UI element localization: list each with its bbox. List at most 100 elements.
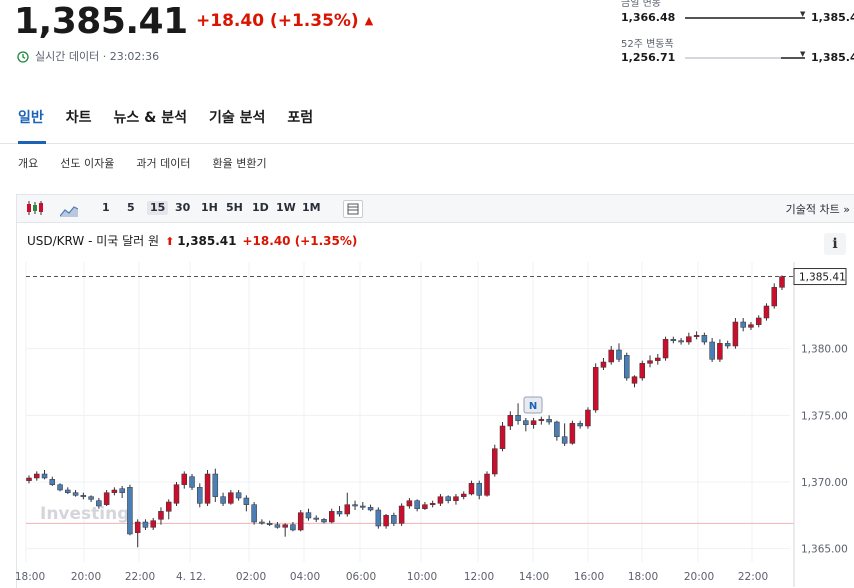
week52-range-marker-icon: ▼ xyxy=(800,50,806,58)
candle-body xyxy=(305,512,312,519)
candle-body xyxy=(367,507,374,511)
candle-body xyxy=(181,473,188,485)
candle-body xyxy=(282,524,288,528)
watermark: Investing xyxy=(40,504,129,524)
candle-body xyxy=(197,487,203,504)
sub-tabs: 개요 선도 이자율 과거 데이터 환율 변환기 xyxy=(18,157,289,171)
candle-body xyxy=(546,419,552,423)
candle-body xyxy=(212,473,219,497)
area-chart-type-icon[interactable] xyxy=(59,202,79,221)
interval-1d[interactable]: 1D xyxy=(252,201,269,214)
candle-body xyxy=(158,511,164,520)
x-tick-label: 22:00 xyxy=(738,571,768,583)
candle-body xyxy=(34,473,40,479)
candle-body xyxy=(445,496,451,501)
tab-2[interactable]: 뉴스 & 분석 xyxy=(113,110,188,126)
realtime-label: 실시간 데이터 · 23:02:36 xyxy=(35,50,160,63)
candle-body xyxy=(686,336,692,343)
week52-range-fill xyxy=(781,57,805,59)
candle-body xyxy=(189,476,195,488)
candle-body xyxy=(251,504,257,523)
up-arrow-icon: ▲ xyxy=(364,14,374,27)
tab-0[interactable]: 일반 xyxy=(18,110,44,126)
interval-1[interactable]: 1 xyxy=(102,201,110,214)
candle-body xyxy=(103,492,110,505)
candle-body xyxy=(134,521,141,533)
candle-body xyxy=(259,521,265,524)
candle-body xyxy=(344,504,351,515)
candle-body xyxy=(297,512,304,531)
price-value: 1,385.41 xyxy=(14,1,188,42)
realtime-row: 실시간 데이터 · 23:02:36 xyxy=(17,50,159,64)
news-marker xyxy=(523,396,543,414)
candle-body xyxy=(717,343,723,360)
legend-change: +18.40 (+1.35%) xyxy=(242,234,358,248)
interval-1w[interactable]: 1W xyxy=(276,201,296,214)
info-button[interactable]: i xyxy=(824,233,846,255)
interval-5[interactable]: 5 xyxy=(127,201,135,214)
x-tick-label: 02:00 xyxy=(236,571,266,583)
candle-body xyxy=(26,477,32,481)
candle-body xyxy=(554,421,560,437)
tab-1[interactable]: 차트 xyxy=(65,110,92,126)
active-tab-underline xyxy=(18,141,46,144)
tab-4[interactable]: 포럼 xyxy=(287,110,314,126)
legend-symbol: USD/KRW - 미국 달러 원 xyxy=(27,234,160,248)
sub-tab-1[interactable]: 선도 이자율 xyxy=(60,157,115,170)
candle-body xyxy=(639,363,646,379)
candle-body xyxy=(701,335,708,343)
candle-body xyxy=(631,376,638,384)
candle-body xyxy=(313,517,319,520)
candle-body xyxy=(266,523,273,525)
chart-toolbar xyxy=(17,195,854,223)
candle-body xyxy=(709,341,715,360)
candle-body xyxy=(41,473,48,479)
interval-5h[interactable]: 5H xyxy=(226,201,243,214)
last-price-box xyxy=(793,268,847,286)
week52-range-label: 52주 변동폭 xyxy=(621,39,674,50)
candle-body xyxy=(763,305,770,319)
x-tick-label: 20:00 xyxy=(71,571,101,583)
candle-body xyxy=(460,493,467,497)
candle-body xyxy=(336,511,343,515)
day-range-marker-icon: ▼ xyxy=(800,10,806,18)
chart-widget xyxy=(16,194,854,588)
technical-chart-link[interactable]: 기술적 차트 » xyxy=(785,203,850,216)
x-tick-label: 06:00 xyxy=(346,571,376,583)
candle-body xyxy=(771,287,777,307)
day-range-low: 1,366.48 xyxy=(621,11,676,24)
candle-body xyxy=(391,515,397,524)
candle-body xyxy=(530,420,537,425)
candle-body xyxy=(142,521,149,528)
sub-tab-0[interactable]: 개요 xyxy=(18,157,39,170)
chart-legend: USD/KRW - 미국 달러 원 ⬆ 1,385.41 +18.40 (+1.… xyxy=(27,234,357,249)
candle-body xyxy=(662,339,669,359)
candle-body xyxy=(515,415,521,421)
interval-15[interactable]: 15 xyxy=(147,201,169,215)
tab-3[interactable]: 기술 분석 xyxy=(209,110,266,126)
candle-body xyxy=(383,515,389,527)
candlestick-type-icon[interactable] xyxy=(25,200,45,220)
interval-30[interactable]: 30 xyxy=(175,201,191,214)
y-tick-label: 1,375.00 xyxy=(801,410,848,422)
x-tick-label: 16:00 xyxy=(574,571,604,583)
table-view-icon[interactable] xyxy=(343,200,363,218)
candle-body xyxy=(220,496,226,504)
interval-1m[interactable]: 1M xyxy=(302,201,321,214)
candle-body xyxy=(655,357,661,361)
sub-tab-3[interactable]: 환율 변환기 xyxy=(212,157,267,170)
candle-body xyxy=(406,500,413,507)
candle-body xyxy=(65,489,71,493)
candle-body xyxy=(88,496,94,500)
candle-body xyxy=(72,492,79,496)
candle-body xyxy=(577,423,583,427)
interval-1h[interactable]: 1H xyxy=(201,201,218,214)
candle-body xyxy=(321,519,327,523)
candle-body xyxy=(468,483,475,495)
candle-body xyxy=(127,487,133,535)
sub-tab-2[interactable]: 과거 데이터 xyxy=(136,157,191,170)
candle-body xyxy=(235,492,242,499)
candle-body xyxy=(585,409,591,427)
y-tick-label: 1,365.00 xyxy=(801,544,848,556)
